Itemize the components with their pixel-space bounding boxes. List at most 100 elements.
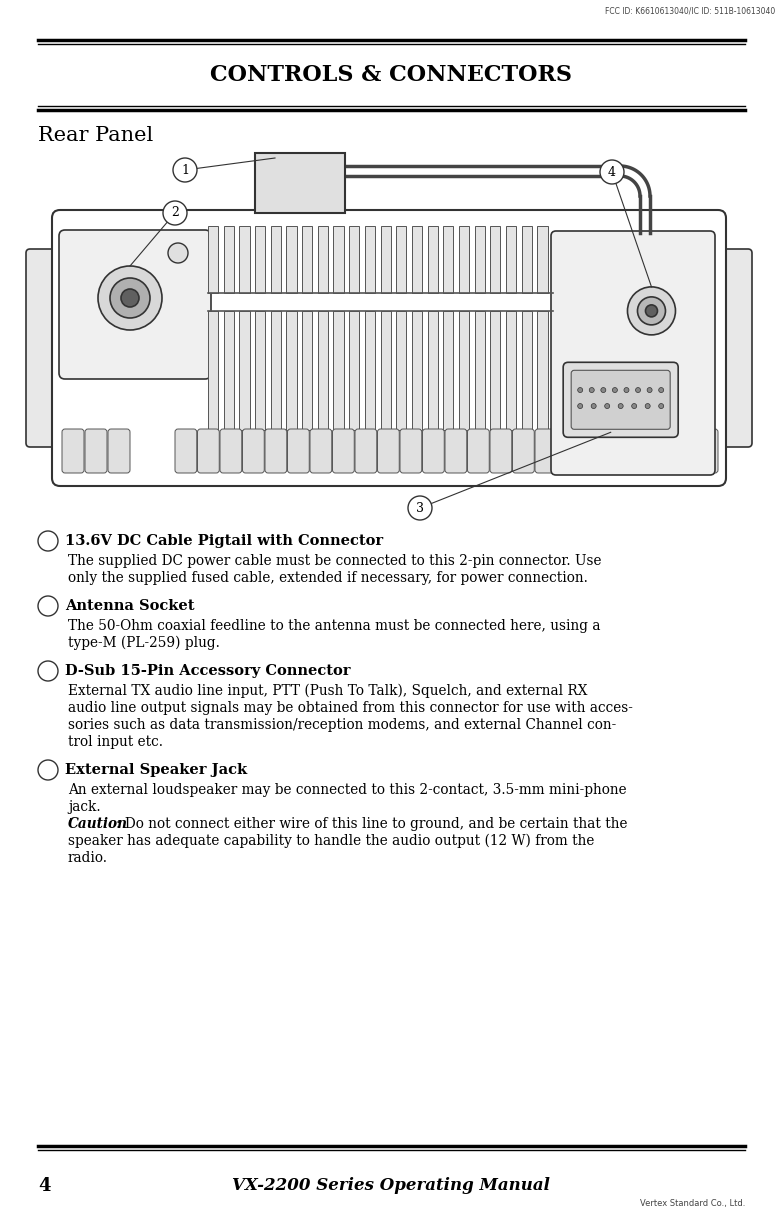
FancyBboxPatch shape — [355, 429, 377, 473]
FancyBboxPatch shape — [310, 429, 332, 473]
FancyBboxPatch shape — [59, 230, 211, 379]
Bar — [428, 311, 438, 430]
FancyBboxPatch shape — [220, 429, 242, 473]
Text: VX-2200 Series Operating Manual: VX-2200 Series Operating Manual — [233, 1178, 550, 1195]
FancyBboxPatch shape — [551, 231, 715, 475]
Text: speaker has adequate capability to handle the audio output (12 W) from the: speaker has adequate capability to handl… — [68, 834, 594, 849]
Bar — [412, 311, 422, 430]
FancyBboxPatch shape — [490, 429, 512, 473]
Circle shape — [121, 289, 139, 307]
Circle shape — [578, 403, 583, 408]
Bar — [521, 227, 532, 294]
FancyBboxPatch shape — [287, 429, 309, 473]
FancyBboxPatch shape — [650, 429, 672, 473]
Text: ’: ’ — [68, 817, 72, 831]
Text: FCC ID: K6610613040/IC ID: 511B-10613040: FCC ID: K6610613040/IC ID: 511B-10613040 — [604, 6, 775, 15]
FancyBboxPatch shape — [62, 429, 84, 473]
Bar — [224, 227, 234, 294]
Text: : Do not connect either wire of this line to ground, and be certain that the: : Do not connect either wire of this lin… — [116, 817, 627, 831]
Circle shape — [627, 287, 676, 335]
Bar — [271, 311, 281, 430]
Text: type-M (PL-259) plug.: type-M (PL-259) plug. — [68, 636, 220, 650]
FancyBboxPatch shape — [265, 429, 287, 473]
Text: Rear Panel: Rear Panel — [38, 125, 153, 145]
FancyBboxPatch shape — [571, 370, 670, 429]
Bar — [287, 311, 297, 430]
Text: Antenna Socket: Antenna Socket — [65, 599, 194, 613]
Text: 3: 3 — [45, 665, 52, 677]
Bar — [506, 227, 516, 294]
FancyBboxPatch shape — [108, 429, 130, 473]
FancyBboxPatch shape — [423, 429, 444, 473]
Text: 1: 1 — [181, 163, 189, 177]
Bar — [443, 311, 453, 430]
Bar — [521, 311, 532, 430]
Bar — [255, 311, 265, 430]
Bar — [537, 227, 547, 294]
Circle shape — [163, 201, 187, 225]
Bar — [302, 227, 312, 294]
Bar — [255, 227, 265, 294]
Circle shape — [645, 304, 658, 317]
Circle shape — [636, 387, 640, 392]
Text: 3: 3 — [416, 502, 424, 514]
FancyBboxPatch shape — [535, 429, 557, 473]
Circle shape — [98, 266, 162, 330]
Circle shape — [591, 403, 596, 408]
Bar — [208, 311, 218, 430]
Bar — [443, 227, 453, 294]
Text: The 50-Ohm coaxial feedline to the antenna must be connected here, using a: The 50-Ohm coaxial feedline to the anten… — [68, 619, 601, 633]
Bar — [271, 227, 281, 294]
Text: Caution: Caution — [68, 817, 128, 831]
FancyBboxPatch shape — [333, 429, 354, 473]
Bar — [459, 227, 469, 294]
Circle shape — [168, 244, 188, 263]
Text: The supplied DC power cable must be connected to this 2-pin connector. Use: The supplied DC power cable must be conn… — [68, 554, 601, 568]
Bar — [490, 227, 500, 294]
Circle shape — [578, 387, 583, 392]
Text: jack.: jack. — [68, 800, 101, 814]
Text: 4: 4 — [38, 1177, 50, 1195]
Bar — [208, 227, 218, 294]
FancyBboxPatch shape — [52, 209, 726, 486]
Circle shape — [408, 496, 432, 520]
Bar — [349, 227, 359, 294]
Circle shape — [659, 403, 664, 408]
Text: 1: 1 — [45, 535, 52, 548]
Circle shape — [612, 387, 617, 392]
Circle shape — [645, 403, 650, 408]
FancyBboxPatch shape — [706, 248, 752, 447]
Circle shape — [38, 760, 58, 780]
Bar — [224, 311, 234, 430]
Bar — [365, 227, 375, 294]
Text: audio line output signals may be obtained from this connector for use with acces: audio line output signals may be obtaine… — [68, 702, 633, 715]
Circle shape — [659, 387, 664, 392]
Circle shape — [647, 387, 652, 392]
FancyBboxPatch shape — [400, 429, 422, 473]
Bar — [490, 311, 500, 430]
FancyBboxPatch shape — [377, 429, 399, 473]
Bar — [412, 227, 422, 294]
Bar — [474, 311, 485, 430]
Bar — [349, 311, 359, 430]
Bar — [396, 227, 406, 294]
FancyBboxPatch shape — [513, 429, 534, 473]
Bar — [474, 227, 485, 294]
Bar — [537, 311, 547, 430]
Circle shape — [601, 387, 606, 392]
Bar — [428, 227, 438, 294]
Text: radio.: radio. — [68, 851, 108, 865]
Circle shape — [38, 531, 58, 551]
Bar — [365, 311, 375, 430]
Text: 4: 4 — [45, 764, 52, 777]
FancyBboxPatch shape — [467, 429, 489, 473]
FancyBboxPatch shape — [243, 429, 264, 473]
Circle shape — [619, 403, 623, 408]
Text: 13.6V DC Cable Pigtail with Connector: 13.6V DC Cable Pigtail with Connector — [65, 533, 383, 548]
Text: D-Sub 15-Pin Accessory Connector: D-Sub 15-Pin Accessory Connector — [65, 664, 351, 678]
FancyBboxPatch shape — [445, 429, 467, 473]
Bar — [240, 311, 250, 430]
FancyBboxPatch shape — [175, 429, 197, 473]
Bar — [255, 153, 345, 213]
FancyBboxPatch shape — [696, 429, 718, 473]
